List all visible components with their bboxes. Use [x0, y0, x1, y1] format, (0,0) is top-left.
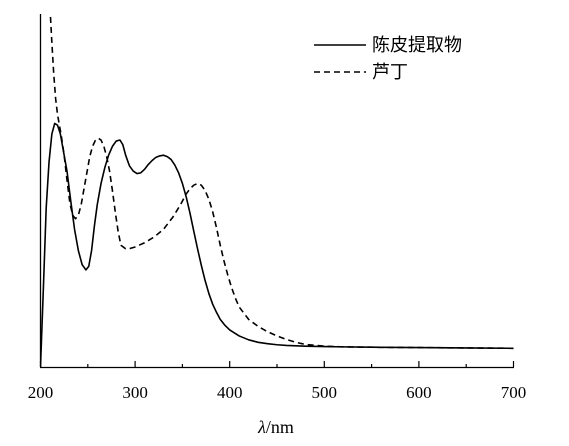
legend-label-series-1: 陈皮提取物: [372, 35, 462, 56]
series-line-extract: [40, 122, 514, 367]
x-tick-label: 700: [501, 383, 527, 402]
series-lines: [40, 14, 514, 367]
x-tick-label: 400: [217, 383, 243, 402]
x-tick-labels: 200 300 400 500 600 700: [28, 383, 527, 402]
x-axis-label: λ/nm: [257, 417, 294, 437]
x-axis-label-symbol: λ: [257, 417, 266, 437]
x-tick-label: 500: [312, 383, 338, 402]
x-ticks: [39, 361, 515, 367]
x-tick-label: 200: [28, 383, 54, 402]
x-axis-label-unit: /nm: [266, 417, 294, 437]
legend: 陈皮提取物 芦丁: [314, 35, 462, 83]
series-line-rutin: [49, 14, 514, 350]
x-tick-label: 300: [122, 383, 148, 402]
x-tick-label: 600: [406, 383, 432, 402]
legend-label-series-2: 芦丁: [372, 62, 408, 83]
